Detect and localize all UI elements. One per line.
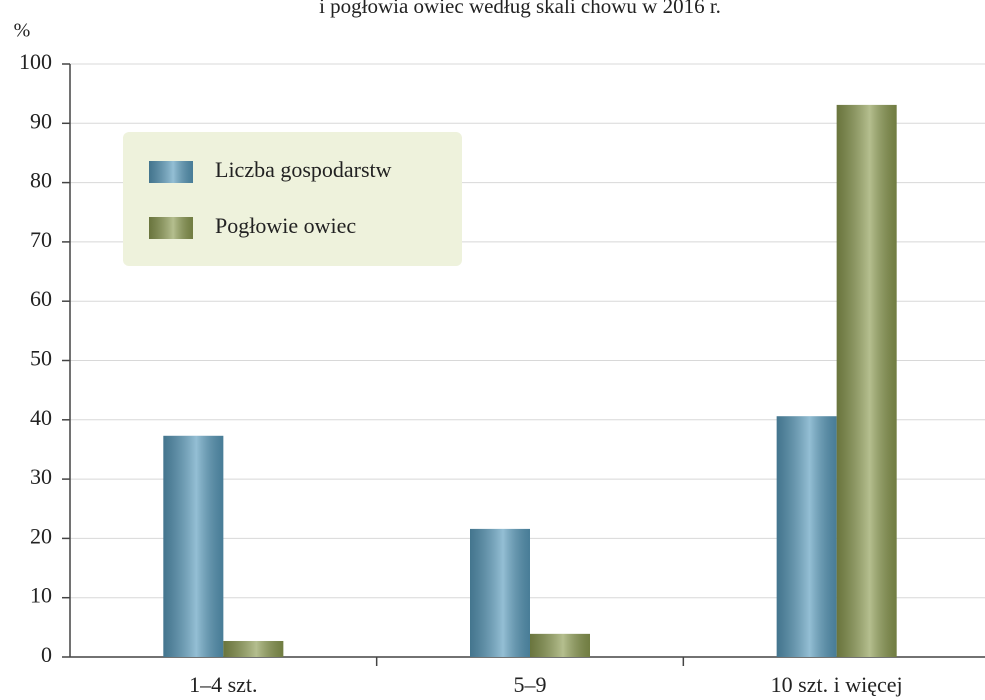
- legend-swatch-shine: [149, 217, 193, 239]
- x-tick-label: 1–4 szt.: [189, 672, 257, 697]
- y-tick-label: 70: [30, 227, 52, 252]
- y-tick-label: 10: [30, 583, 52, 608]
- legend-label: Pogłowie owiec: [215, 213, 356, 238]
- bar-shine: [470, 528, 530, 657]
- y-tick-label: 100: [19, 49, 52, 74]
- y-tick-label: 20: [30, 523, 52, 548]
- legend-label: Liczba gospodarstw: [215, 157, 392, 182]
- y-tick-label: 60: [30, 286, 52, 311]
- bar-shine: [223, 640, 284, 657]
- x-tick-label: 5–9: [514, 672, 547, 697]
- y-tick-label: 0: [41, 642, 52, 667]
- y-tick-label: 50: [30, 346, 52, 371]
- legend-box: [123, 132, 462, 266]
- chart-title: i pogłowia owiec według skali chowu w 20…: [319, 0, 721, 18]
- y-tick-label: 40: [30, 405, 52, 430]
- y-axis-label: %: [14, 20, 31, 42]
- bar-shine: [163, 435, 224, 657]
- y-tick-label: 30: [30, 464, 52, 489]
- legend-swatch-shine: [149, 161, 193, 183]
- y-tick-label: 90: [30, 108, 52, 133]
- x-tick-label: 10 szt. i więcej: [771, 672, 903, 697]
- bar-shine: [530, 633, 590, 657]
- bar-shine: [836, 104, 897, 658]
- bar-shine: [776, 416, 837, 657]
- y-tick-label: 80: [30, 168, 52, 193]
